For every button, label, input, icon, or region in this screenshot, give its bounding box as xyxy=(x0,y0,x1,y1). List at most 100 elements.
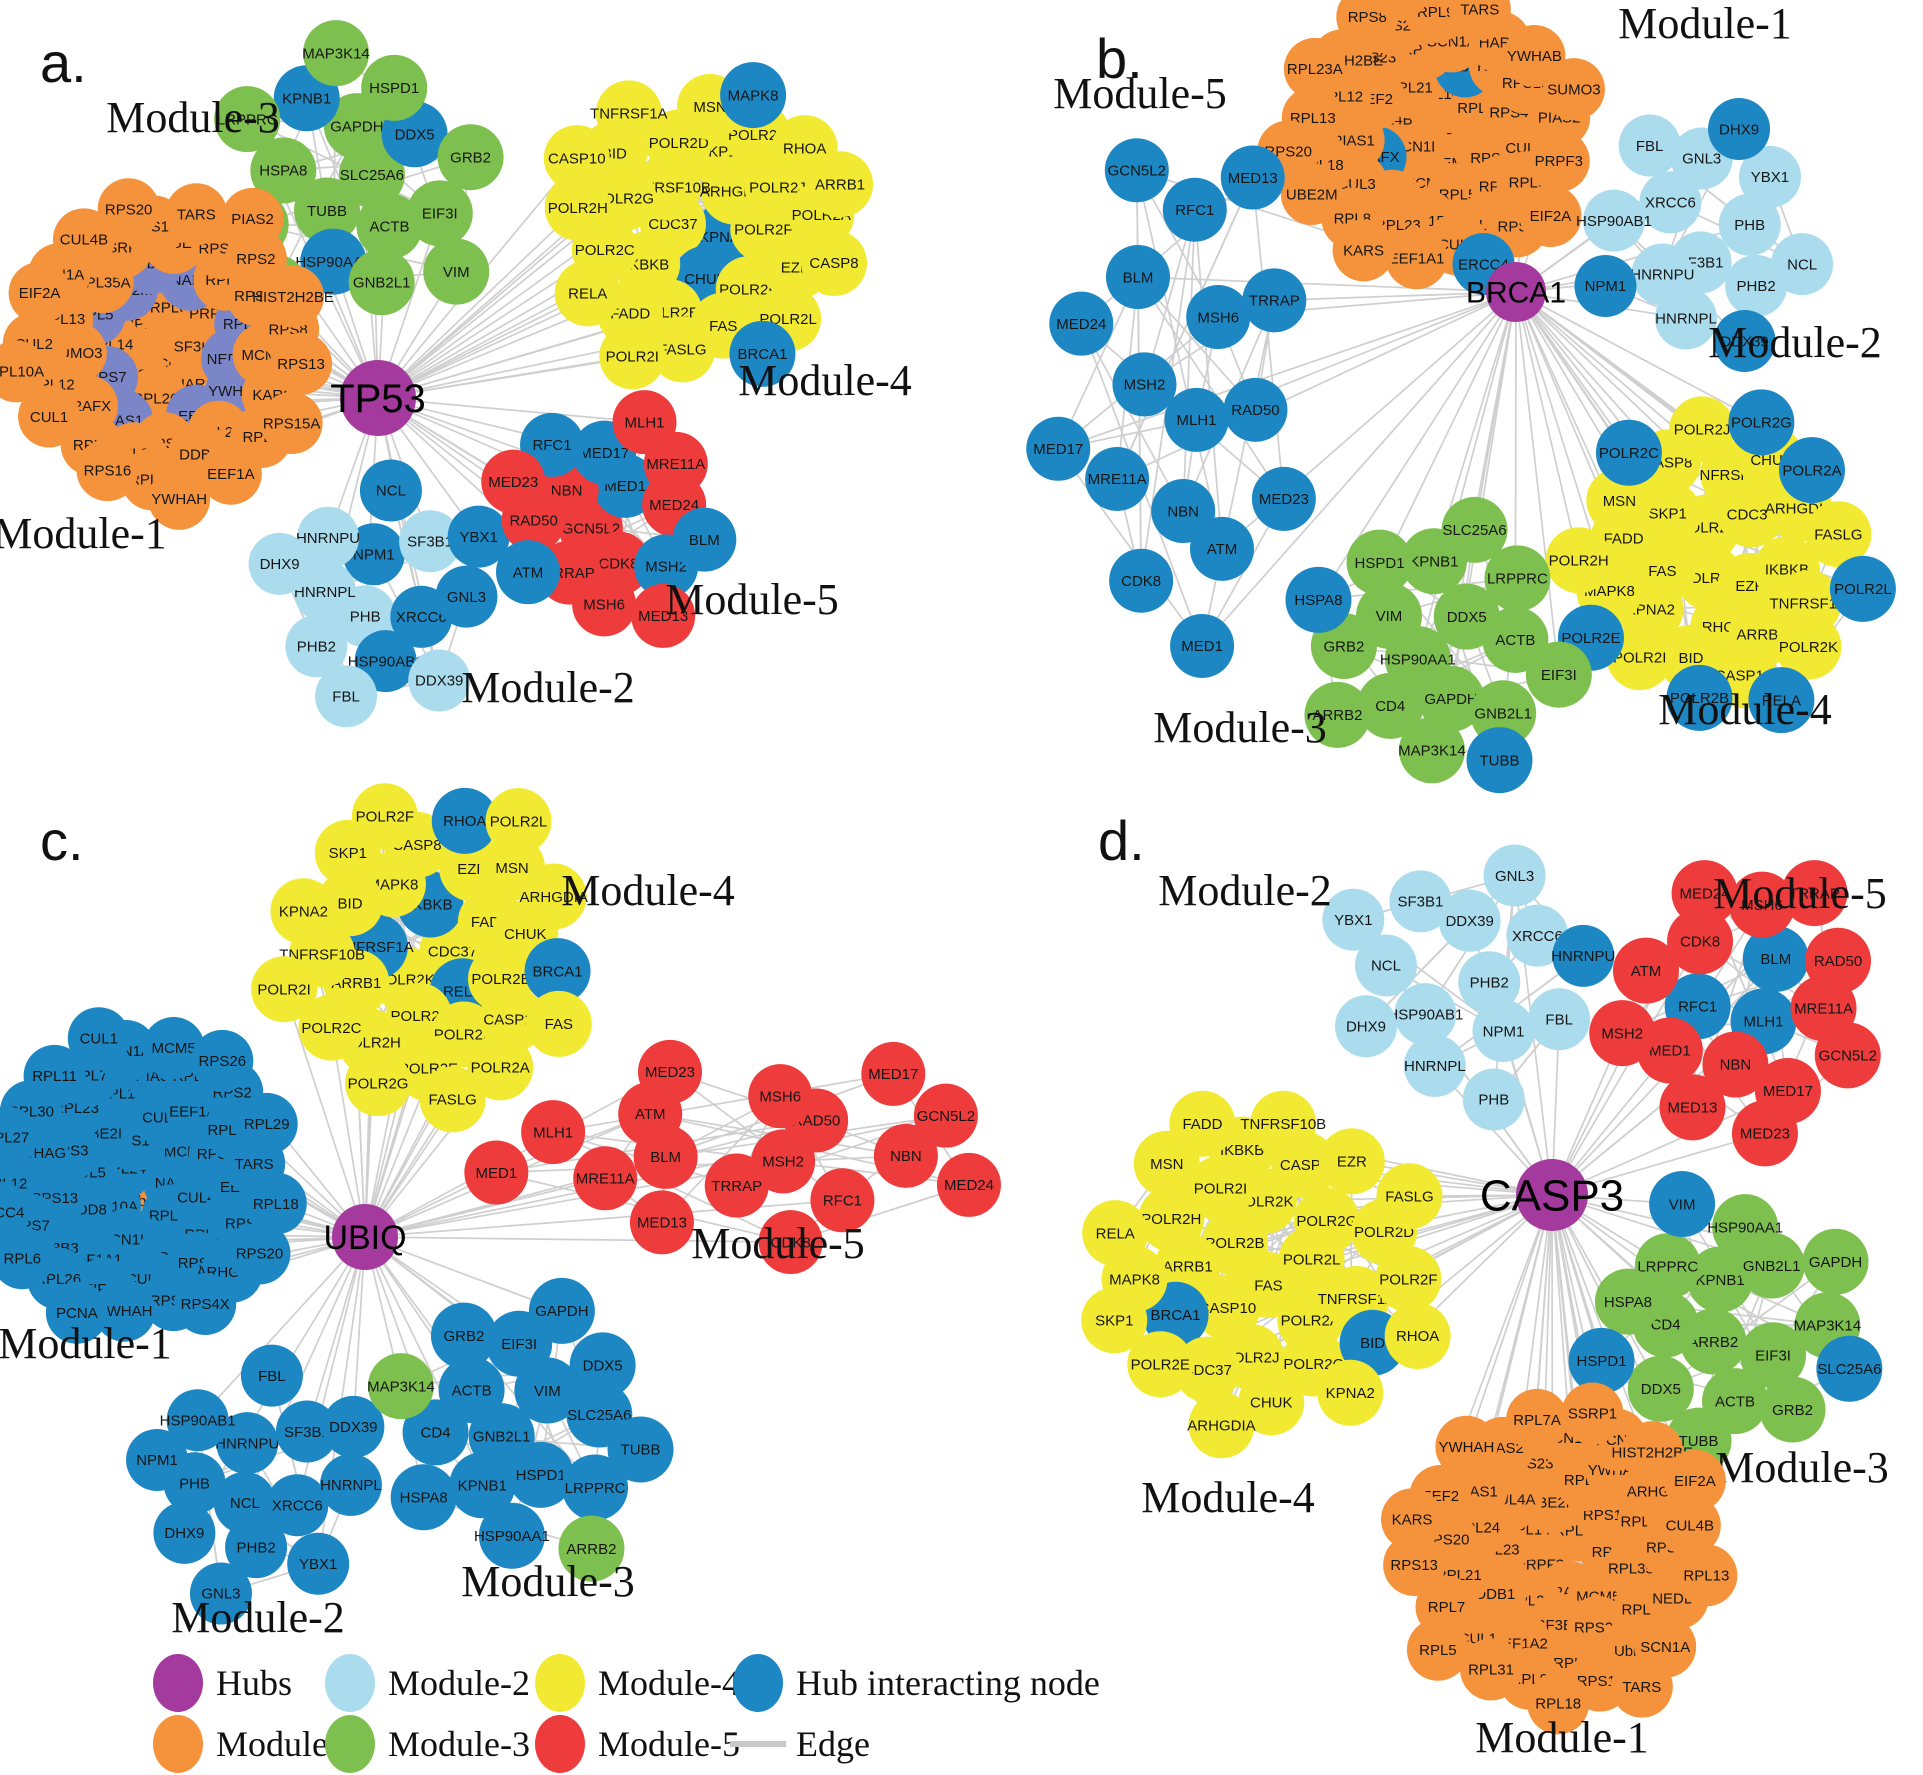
node-ATM[interactable] xyxy=(496,540,561,605)
node-MSH6[interactable] xyxy=(1729,871,1796,938)
node-MLH1[interactable] xyxy=(1164,387,1229,452)
node-RELA[interactable] xyxy=(1748,667,1815,734)
node-ARRB1[interactable] xyxy=(807,151,874,218)
node-PHB2[interactable] xyxy=(285,615,348,678)
node-YWHAH[interactable] xyxy=(1435,1415,1498,1478)
node-RPL13[interactable] xyxy=(1675,1544,1738,1607)
node-SKP1[interactable] xyxy=(1081,1287,1148,1354)
node-RPL18[interactable] xyxy=(1527,1672,1590,1735)
node-KARS[interactable] xyxy=(1381,1488,1444,1551)
node-MED17[interactable] xyxy=(1026,416,1091,481)
node-YBX1[interactable] xyxy=(447,505,510,568)
node-XRCC6[interactable] xyxy=(266,1474,329,1537)
node-GAPDH[interactable] xyxy=(528,1277,595,1344)
node-FASLG[interactable] xyxy=(1376,1163,1443,1230)
node-KPNA2[interactable] xyxy=(1317,1359,1384,1426)
node-RHOA[interactable] xyxy=(1384,1302,1451,1369)
node-NBN[interactable] xyxy=(873,1123,938,1188)
node-KPNB1[interactable] xyxy=(1687,1246,1754,1313)
node-RPL5[interactable] xyxy=(1406,1618,1469,1681)
node-BLM[interactable] xyxy=(672,507,737,572)
hub-node-BRCA1[interactable] xyxy=(1486,262,1546,322)
node-MSH6[interactable] xyxy=(1186,285,1251,350)
node-CASP10[interactable] xyxy=(543,125,610,192)
node-TARS[interactable] xyxy=(1610,1655,1673,1718)
node-BLM[interactable] xyxy=(1742,925,1809,992)
node-MRE11A[interactable] xyxy=(1085,446,1150,511)
node-MED1[interactable] xyxy=(464,1140,529,1205)
node-FADD[interactable] xyxy=(1169,1090,1236,1157)
node-GCN5L2[interactable] xyxy=(1814,1022,1881,1089)
node-EIF2A[interactable] xyxy=(1519,184,1582,247)
node-GCN5L2[interactable] xyxy=(913,1083,978,1148)
node-TARS[interactable] xyxy=(1448,0,1511,41)
node-POLR2F[interactable] xyxy=(351,783,418,850)
node-MED23[interactable] xyxy=(481,449,546,514)
node-RPS13[interactable] xyxy=(1383,1533,1446,1596)
node-DDX39[interactable] xyxy=(408,649,471,712)
node-RPL27[interactable] xyxy=(0,1106,38,1169)
node-MED17[interactable] xyxy=(861,1041,926,1106)
node-MED13[interactable] xyxy=(629,1190,694,1255)
node-EIF3I[interactable] xyxy=(1525,641,1592,708)
node-POLR2H[interactable] xyxy=(544,174,611,241)
node-GNL3[interactable] xyxy=(435,565,498,628)
node-MED24[interactable] xyxy=(936,1152,1001,1217)
node-TRRAP[interactable] xyxy=(704,1153,769,1218)
node-POLR2C[interactable] xyxy=(1595,419,1662,486)
node-CD4[interactable] xyxy=(402,1399,469,1466)
node-ARRB2[interactable] xyxy=(558,1515,625,1582)
node-GCN5L2[interactable] xyxy=(1104,138,1169,203)
node-RFC1[interactable] xyxy=(810,1168,875,1233)
node-HSP90AA1[interactable] xyxy=(478,1502,545,1569)
node-POLR2A[interactable] xyxy=(467,1034,534,1101)
node-GRB2[interactable] xyxy=(1759,1376,1826,1443)
node-FAS[interactable] xyxy=(525,990,592,1057)
node-RPL18[interactable] xyxy=(244,1172,307,1235)
node-POLR2G[interactable] xyxy=(1728,389,1795,456)
node-NCL[interactable] xyxy=(359,459,422,522)
node-PHB[interactable] xyxy=(1718,193,1781,256)
node-RELA[interactable] xyxy=(554,260,621,327)
node-DDX5[interactable] xyxy=(569,1332,636,1399)
node-LRPPRC[interactable] xyxy=(1484,545,1551,612)
node-FBL[interactable] xyxy=(1528,988,1591,1051)
node-FASLG[interactable] xyxy=(1805,501,1872,568)
node-YBX1[interactable] xyxy=(1738,145,1801,208)
node-HSPA8[interactable] xyxy=(390,1464,457,1531)
node-CDK8[interactable] xyxy=(1109,548,1174,613)
node-PRPF3[interactable] xyxy=(1527,129,1590,192)
node-TRRAP[interactable] xyxy=(1781,860,1848,927)
node-CDK8[interactable] xyxy=(758,1210,823,1275)
node-NPM1[interactable] xyxy=(126,1428,189,1491)
node-MED13[interactable] xyxy=(1220,145,1285,210)
node-ATM[interactable] xyxy=(1612,937,1679,1004)
node-TUBB[interactable] xyxy=(607,1416,674,1483)
node-MED1[interactable] xyxy=(1170,613,1235,678)
node-HSP90AB1[interactable] xyxy=(354,630,417,693)
node-POLR2H[interactable] xyxy=(1138,1185,1205,1252)
node-ERCC4[interactable] xyxy=(0,1181,30,1244)
node-PHB2[interactable] xyxy=(1458,951,1521,1014)
node-DDX39[interactable] xyxy=(1713,310,1776,373)
node-HSP90AB1[interactable] xyxy=(1582,189,1645,252)
node-CUL1[interactable] xyxy=(18,385,81,448)
node-POLR2F[interactable] xyxy=(1375,1246,1442,1313)
node-GNL3[interactable] xyxy=(189,1562,252,1625)
node-RPS26[interactable] xyxy=(191,1029,254,1092)
node-MCM5[interactable] xyxy=(142,1016,205,1079)
node-HSPA8[interactable] xyxy=(1594,1268,1661,1335)
node-EIF3I[interactable] xyxy=(1740,1322,1807,1389)
node-MAP3K14[interactable] xyxy=(303,20,370,87)
node-MAP3K14[interactable] xyxy=(1398,717,1465,784)
node-ATM[interactable] xyxy=(1189,516,1254,581)
node-SLC25A6[interactable] xyxy=(1816,1335,1883,1402)
node-TUBB[interactable] xyxy=(293,177,360,244)
node-HNRNPL[interactable] xyxy=(1403,1034,1466,1097)
node-CUL4B[interactable] xyxy=(52,208,115,271)
node-TRRAP[interactable] xyxy=(1242,268,1307,333)
node-POLR2I[interactable] xyxy=(251,956,318,1023)
node-EEF1A1[interactable] xyxy=(1385,227,1448,290)
node-CD4[interactable] xyxy=(1357,672,1424,739)
node-MRE11A[interactable] xyxy=(573,1146,638,1211)
